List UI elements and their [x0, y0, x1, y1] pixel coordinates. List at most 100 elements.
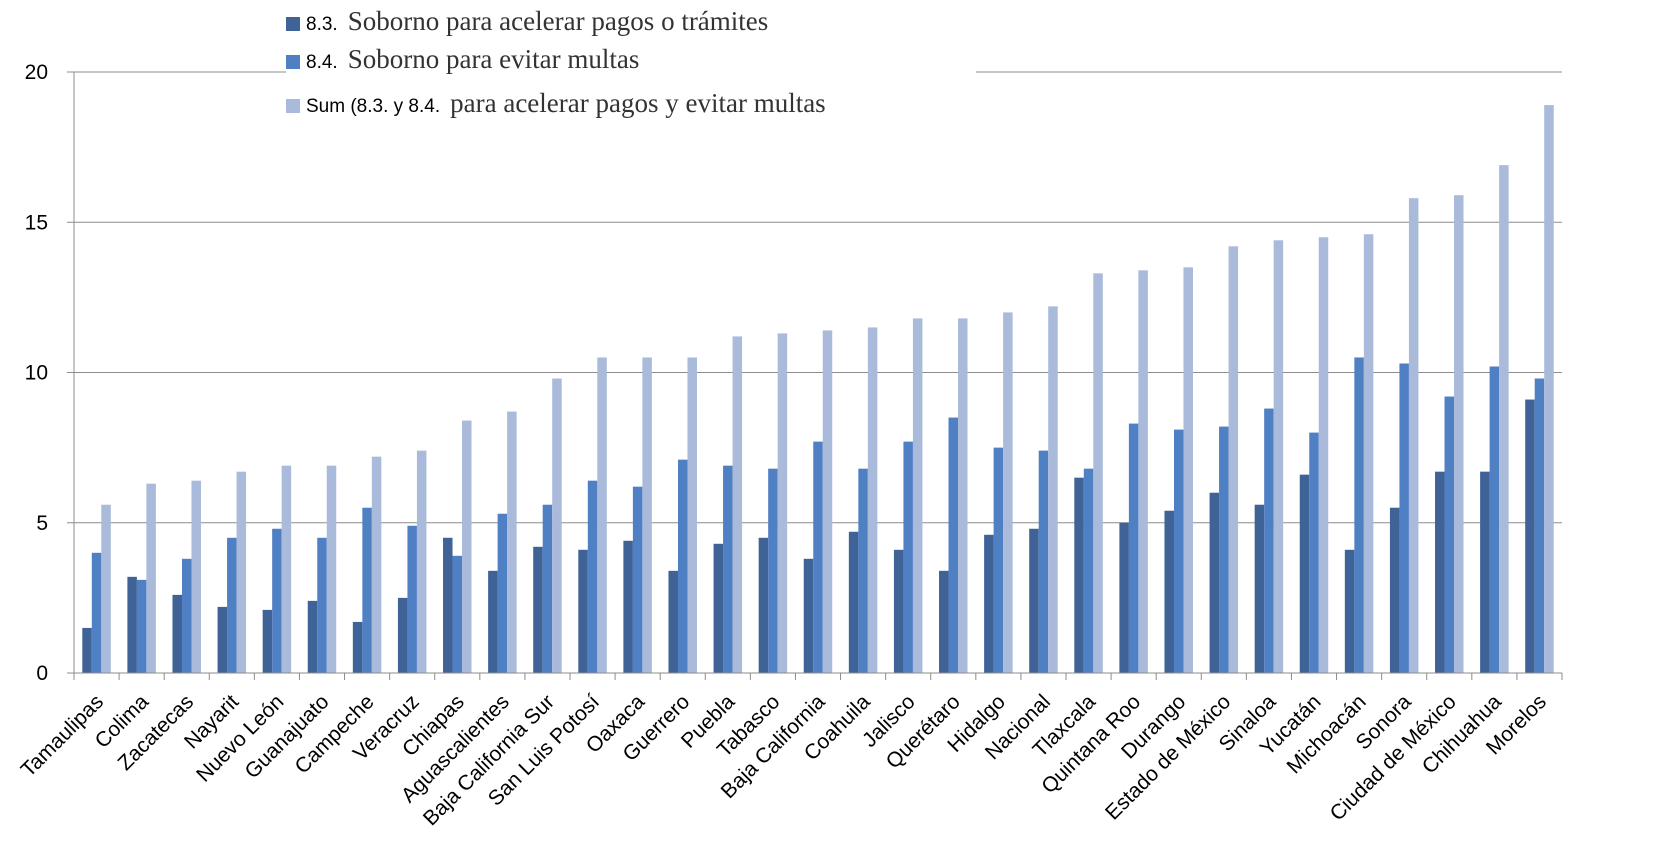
bar-series-1-18	[893, 549, 904, 673]
y-tick-label-2: 10	[25, 362, 48, 385]
bar-series-2-1	[136, 579, 147, 673]
bar-series-3-4	[281, 465, 292, 673]
bar-series-1-16	[803, 558, 814, 673]
bar-series-1-27	[1299, 474, 1310, 673]
bar-series-2-32	[1534, 378, 1545, 673]
bar-series-1-21	[1029, 528, 1039, 673]
bar-series-3-25	[1228, 246, 1239, 674]
bar-series-3-16	[822, 330, 833, 673]
bar-series-2-3	[227, 537, 237, 673]
bar-series-2-4	[272, 528, 282, 673]
bar-series-3-21	[1048, 306, 1058, 673]
bar-series-3-27	[1318, 237, 1329, 673]
bar-series-2-23	[1128, 423, 1139, 673]
legend-item-series-2: 8.4. Soborno para evitar multas	[286, 44, 639, 75]
bar-series-1-1	[127, 576, 137, 673]
bar-series-1-28	[1344, 549, 1355, 673]
bar-series-2-5	[317, 537, 327, 673]
y-tick-label-4: 20	[25, 61, 48, 84]
bar-series-3-14	[732, 336, 743, 673]
legend-item-series-3: Sum (8.3. y 8.4. para acelerar pagos y e…	[286, 88, 826, 119]
bar-series-1-26	[1254, 504, 1265, 673]
bar-series-3-2	[191, 480, 201, 673]
legend-swatch-series-2	[286, 55, 300, 69]
bar-series-3-8	[462, 420, 472, 673]
bar-series-2-26	[1264, 408, 1274, 673]
bar-series-1-17	[848, 531, 859, 673]
bar-series-3-30	[1454, 195, 1464, 673]
bar-series-2-30	[1444, 396, 1455, 673]
bar-series-2-11	[587, 480, 598, 673]
bar-series-1-3	[217, 606, 228, 673]
bar-series-1-6	[352, 621, 363, 673]
bar-series-3-10	[552, 378, 562, 673]
bar-series-1-19	[939, 570, 949, 673]
legend-code-series-1: 8.3.	[306, 14, 338, 35]
bar-series-2-27	[1309, 432, 1319, 673]
bar-series-2-10	[542, 504, 553, 673]
legend: 8.3. Soborno para acelerar pagos o trámi…	[286, 2, 976, 120]
bar-series-3-1	[146, 483, 156, 673]
bar-series-3-22	[1093, 273, 1103, 673]
bar-series-3-3	[236, 471, 247, 673]
bar-series-3-7	[416, 450, 427, 673]
bar-series-2-8	[452, 555, 463, 673]
bar-series-2-2	[181, 558, 192, 673]
bar-series-2-14	[723, 465, 733, 673]
bar-series-3-31	[1499, 165, 1509, 673]
bar-series-1-7	[397, 597, 408, 673]
bar-series-1-2	[172, 594, 182, 673]
bar-series-3-12	[642, 357, 652, 673]
bar-series-3-32	[1544, 105, 1554, 674]
bar-series-1-24	[1164, 510, 1174, 673]
legend-code-series-3: Sum (8.3. y 8.4.	[306, 96, 441, 117]
bar-series-2-0	[91, 552, 102, 673]
bar-series-3-13	[687, 357, 697, 673]
bar-series-2-24	[1173, 429, 1184, 673]
bar-series-2-18	[903, 441, 913, 673]
bar-series-2-17	[858, 468, 868, 673]
legend-swatch-series-3	[286, 99, 300, 113]
bar-series-3-11	[597, 357, 607, 673]
bar-series-2-25	[1219, 426, 1229, 673]
legend-label-series-2: Soborno para evitar multas	[347, 44, 640, 74]
bar-series-2-28	[1354, 357, 1364, 673]
legend-swatch-series-1	[286, 17, 300, 31]
bar-series-2-22	[1083, 468, 1094, 673]
bar-series-1-20	[984, 534, 994, 673]
bar-series-1-31	[1480, 471, 1490, 673]
bar-series-2-13	[677, 459, 688, 673]
bar-series-3-9	[507, 411, 517, 673]
bar-series-2-12	[632, 486, 643, 673]
bar-series-3-29	[1408, 198, 1419, 673]
bar-series-2-29	[1399, 363, 1409, 673]
bar-series-3-17	[867, 327, 878, 673]
bar-series-3-28	[1363, 234, 1374, 673]
y-axis-tick-labels: 0 5 10 15 20	[25, 61, 48, 685]
legend-item-series-1: 8.3. Soborno para acelerar pagos o trámi…	[286, 6, 768, 37]
bar-series-1-29	[1389, 507, 1400, 673]
bar-series-3-20	[1003, 312, 1013, 673]
axes	[67, 71, 1563, 680]
y-tick-label-3: 15	[25, 211, 48, 234]
y-tick-label-0: 0	[36, 662, 48, 685]
bar-series-2-15	[768, 468, 778, 673]
y-tick-label-1: 5	[36, 512, 48, 535]
bar-series-2-7	[407, 525, 417, 673]
bar-series-3-18	[912, 318, 923, 673]
bar-series-1-10	[533, 546, 543, 673]
bar-series-3-24	[1183, 267, 1193, 673]
bar-series-1-30	[1435, 471, 1445, 673]
legend-label-series-3: para acelerar pagos y evitar multas	[450, 88, 826, 118]
legend-label-series-1: Soborno para acelerar pagos o trámites	[347, 6, 769, 36]
bar-series-3-0	[101, 504, 111, 673]
bar-series-2-20	[993, 447, 1004, 673]
bar-series-2-21	[1038, 450, 1049, 673]
bar-series-2-9	[497, 513, 508, 673]
bar-series-1-4	[262, 609, 273, 673]
bar-series-3-26	[1273, 240, 1284, 673]
bars	[82, 105, 1554, 674]
bar-series-1-8	[443, 537, 453, 673]
bar-series-3-15	[777, 333, 788, 673]
